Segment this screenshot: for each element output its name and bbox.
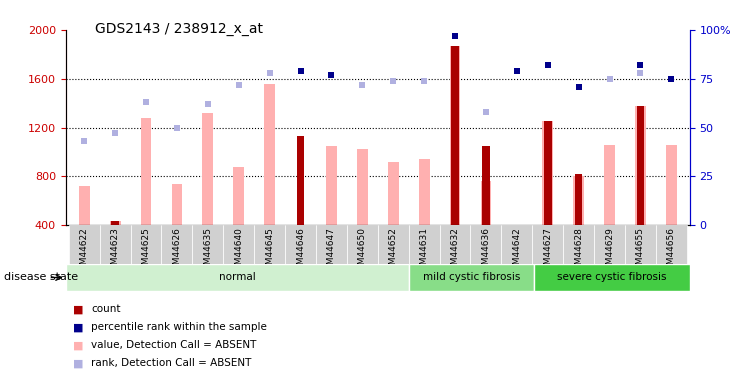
Bar: [100, 225, 131, 264]
Bar: [223, 225, 254, 264]
Bar: [111, 221, 119, 225]
Bar: [470, 225, 502, 264]
Text: percentile rank within the sample: percentile rank within the sample: [91, 322, 267, 332]
Text: GDS2143 / 238912_x_at: GDS2143 / 238912_x_at: [95, 22, 263, 36]
Bar: [377, 225, 409, 264]
Text: GSM44622: GSM44622: [80, 227, 89, 276]
Bar: [637, 106, 645, 225]
Text: GSM44627: GSM44627: [543, 227, 552, 276]
Text: GSM44628: GSM44628: [574, 227, 583, 276]
Text: value, Detection Call = ABSENT: value, Detection Call = ABSENT: [91, 340, 257, 350]
Bar: [131, 225, 161, 264]
Text: GSM44642: GSM44642: [512, 227, 521, 276]
Bar: [563, 225, 594, 264]
Bar: [296, 136, 304, 225]
Bar: [202, 113, 213, 225]
Bar: [532, 225, 563, 264]
Bar: [193, 225, 223, 264]
Bar: [480, 181, 491, 225]
Bar: [409, 225, 439, 264]
Bar: [79, 186, 90, 225]
Bar: [316, 225, 347, 264]
Text: GSM44629: GSM44629: [605, 227, 614, 276]
Bar: [502, 225, 532, 264]
Bar: [66, 264, 409, 291]
Bar: [625, 225, 656, 264]
Bar: [409, 264, 534, 291]
Text: normal: normal: [219, 273, 256, 282]
Bar: [534, 264, 690, 291]
Bar: [347, 225, 377, 264]
Bar: [285, 225, 316, 264]
Bar: [594, 225, 625, 264]
Bar: [141, 118, 151, 225]
Bar: [357, 149, 368, 225]
Bar: [604, 145, 615, 225]
Text: GSM44647: GSM44647: [327, 227, 336, 276]
Bar: [482, 146, 490, 225]
Bar: [161, 225, 193, 264]
Text: GSM44623: GSM44623: [111, 227, 120, 276]
Text: GSM44635: GSM44635: [204, 227, 212, 276]
Text: GSM44636: GSM44636: [481, 227, 491, 276]
Bar: [542, 122, 553, 225]
Bar: [388, 162, 399, 225]
Text: GSM44640: GSM44640: [234, 227, 243, 276]
Bar: [264, 84, 275, 225]
Text: GSM44646: GSM44646: [296, 227, 305, 276]
Bar: [544, 122, 552, 225]
Text: GSM44652: GSM44652: [388, 227, 398, 276]
Bar: [110, 221, 120, 225]
Text: GSM44655: GSM44655: [636, 227, 645, 276]
Text: ■: ■: [73, 322, 83, 332]
Text: count: count: [91, 304, 120, 314]
Bar: [451, 46, 459, 225]
Bar: [635, 106, 646, 225]
Bar: [172, 184, 182, 225]
Text: GSM44625: GSM44625: [142, 227, 150, 276]
Bar: [69, 225, 100, 264]
Bar: [439, 225, 470, 264]
Text: severe cystic fibrosis: severe cystic fibrosis: [557, 273, 666, 282]
Bar: [450, 46, 461, 225]
Text: ■: ■: [73, 358, 83, 368]
Bar: [575, 174, 583, 225]
Bar: [573, 176, 584, 225]
Text: GSM44645: GSM44645: [265, 227, 274, 276]
Text: ■: ■: [73, 304, 83, 314]
Bar: [326, 146, 337, 225]
Bar: [234, 166, 244, 225]
Bar: [419, 159, 429, 225]
Bar: [254, 225, 285, 264]
Text: disease state: disease state: [4, 273, 78, 282]
Bar: [666, 145, 677, 225]
Text: GSM44632: GSM44632: [450, 227, 459, 276]
Text: rank, Detection Call = ABSENT: rank, Detection Call = ABSENT: [91, 358, 252, 368]
Text: GSM44650: GSM44650: [358, 227, 367, 276]
Text: ■: ■: [73, 340, 83, 350]
Text: GSM44656: GSM44656: [666, 227, 676, 276]
Text: mild cystic fibrosis: mild cystic fibrosis: [423, 273, 520, 282]
Text: GSM44631: GSM44631: [420, 227, 429, 276]
Bar: [656, 225, 687, 264]
Text: GSM44626: GSM44626: [172, 227, 182, 276]
